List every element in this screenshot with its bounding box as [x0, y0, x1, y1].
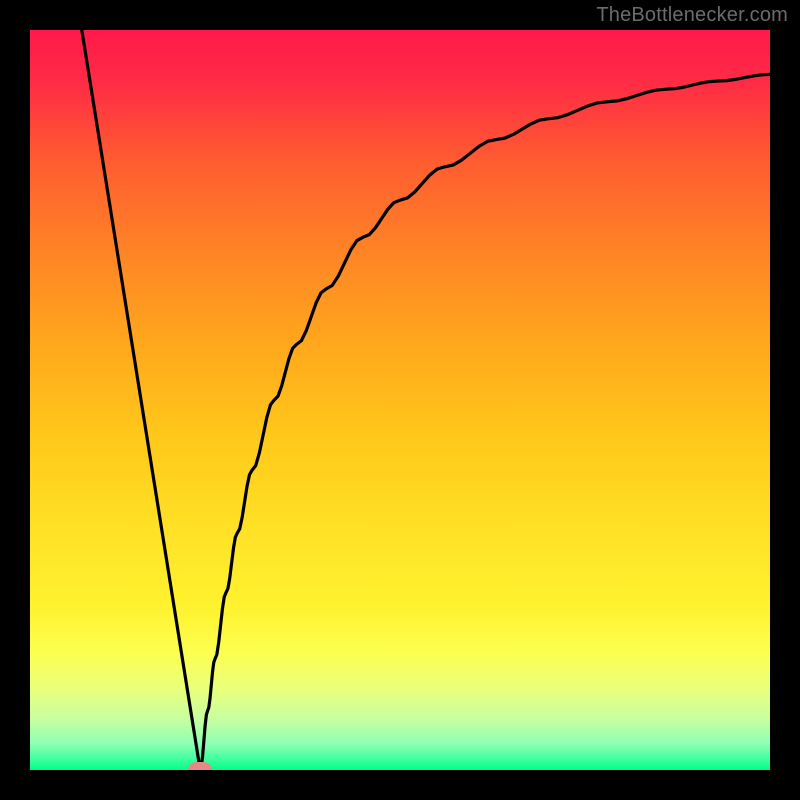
minimum-marker: [188, 762, 212, 770]
plot-area: [30, 30, 770, 770]
watermark-text: TheBottlenecker.com: [596, 4, 788, 27]
bottleneck-curve: [30, 30, 770, 770]
